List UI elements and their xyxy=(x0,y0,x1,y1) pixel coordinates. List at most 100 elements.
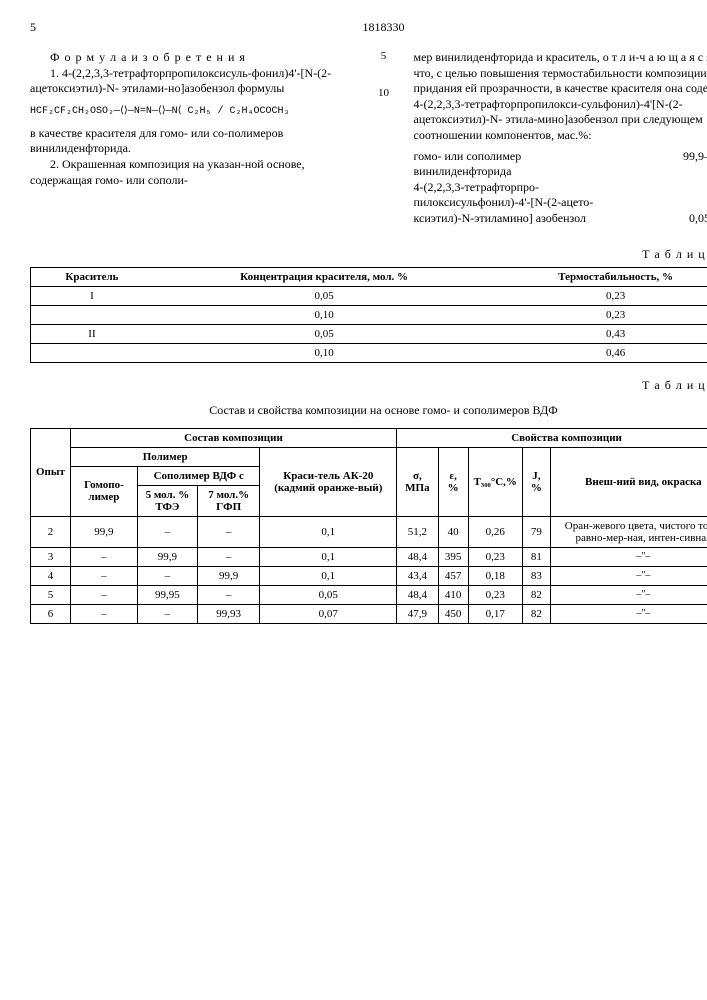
table-cell: 450 xyxy=(438,604,468,623)
claim-2-continued: мер винилиденфторида и краситель, о т л … xyxy=(414,50,707,144)
table-cell: – xyxy=(70,604,137,623)
line-num: 5 xyxy=(381,50,387,62)
table-cell: 0,1 xyxy=(260,566,397,585)
table-cell: 410 xyxy=(438,585,468,604)
page-num-left: 5 xyxy=(30,20,36,35)
th-sop-gfp: 7 мол.% ГФП xyxy=(197,485,260,516)
table-cell: 0,1 xyxy=(260,547,397,566)
table-row: 0,100,23 xyxy=(31,305,707,324)
table-cell: 82 xyxy=(522,585,550,604)
table-cell: 0,1 xyxy=(260,516,397,547)
th-appearance: Внеш-ний вид, окраска xyxy=(550,447,707,516)
table-1-label: Т а б л и ц а 1 xyxy=(30,247,707,262)
th-eps: ε, % xyxy=(438,447,468,516)
table-cell: –"– xyxy=(550,566,707,585)
table-cell: 0,23 xyxy=(495,305,707,324)
table-row: 4––99,90,143,44570,1883–"– xyxy=(31,566,707,585)
th-composition: Состав композиции xyxy=(70,428,396,447)
table-row: 0,100,46 xyxy=(31,343,707,362)
table-cell: 0,23 xyxy=(468,547,522,566)
table-cell: I xyxy=(31,286,153,305)
table-cell: 0,23 xyxy=(468,585,522,604)
patent-number: 1818330 xyxy=(363,20,405,35)
table-cell: 0,43 xyxy=(495,324,707,343)
table-cell: 99,9 xyxy=(197,566,260,585)
formula-heading: Ф о р м у л а и з о б р е т е н и я xyxy=(30,50,354,66)
table-row: 6––99,930,0747,94500,1782–"– xyxy=(31,604,707,623)
table-2: Опыт Состав композиции Свойства композиц… xyxy=(30,428,707,624)
th-sopolymer: Сополимер ВДФ с xyxy=(137,466,260,485)
table-row: 3–99,9–0,148,43950,2381–"– xyxy=(31,547,707,566)
th-gomopolymer: Гомопо-лимер xyxy=(70,466,137,516)
table-cell: – xyxy=(197,547,260,566)
table-cell: 0,17 xyxy=(468,604,522,623)
table-cell: 48,4 xyxy=(397,547,439,566)
line-numbers: 5 10 xyxy=(374,50,394,227)
table-cell: 81 xyxy=(522,547,550,566)
claim-2: 2. Окрашенная композиция на указан-ной о… xyxy=(30,157,354,188)
table-row: 5–99,95–0,0548,44100,2382–"– xyxy=(31,585,707,604)
component-2-value: 0,05–0,10 xyxy=(689,211,707,227)
table-cell xyxy=(31,305,153,324)
table-cell: 99,9 xyxy=(137,547,197,566)
th-t300: T₃₀₀°C,% xyxy=(468,447,522,516)
table-cell: 51,2 xyxy=(397,516,439,547)
table-cell: 40 xyxy=(438,516,468,547)
table-cell: – xyxy=(197,585,260,604)
th-thermo: Термостабильность, % xyxy=(495,267,707,286)
table-cell: 0,05 xyxy=(153,286,495,305)
table-cell: 99,93 xyxy=(197,604,260,623)
th-polymer: Полимер xyxy=(70,447,260,466)
table-cell: 0,10 xyxy=(153,343,495,362)
table-2-label: Т а б л и ц а 2 xyxy=(30,378,707,393)
table-cell: 0,26 xyxy=(468,516,522,547)
th-sop-tfe: 5 мол. % ТФЭ xyxy=(137,485,197,516)
column-left: Ф о р м у л а и з о б р е т е н и я 1. 4… xyxy=(30,50,354,227)
table-cell: –"– xyxy=(550,604,707,623)
table-cell: Оран-жевого цвета, чистого тона, равно-м… xyxy=(550,516,707,547)
table-cell: 3 xyxy=(31,547,71,566)
th-conc: Концентрация красителя, мол. % xyxy=(153,267,495,286)
table-row: II0,050,43 xyxy=(31,324,707,343)
component-1-value: 99,9–99,95 xyxy=(683,149,707,180)
table-cell: – xyxy=(137,566,197,585)
th-dye: Краситель xyxy=(31,267,153,286)
claim-1-continued: в качестве красителя для гомо- или со-по… xyxy=(30,126,354,157)
table-cell: 79 xyxy=(522,516,550,547)
chemical-structure: HCF₂CF₂CH₂OSO₂—⟨⟩—N=N—⟨⟩—N⟨ C₂H₅ / C₂H₄O… xyxy=(30,105,354,118)
column-right: мер винилиденфторида и краситель, о т л … xyxy=(414,50,707,227)
table-cell: – xyxy=(197,516,260,547)
line-num: 10 xyxy=(378,87,389,99)
table-cell xyxy=(31,343,153,362)
table-cell: 395 xyxy=(438,547,468,566)
th-properties: Свойства композиции xyxy=(397,428,707,447)
table-row: Краситель Концентрация красителя, мол. %… xyxy=(31,267,707,286)
table-cell: 48,4 xyxy=(397,585,439,604)
table-cell: 83 xyxy=(522,566,550,585)
table-cell: – xyxy=(137,604,197,623)
table-cell: 457 xyxy=(438,566,468,585)
table-cell: 0,07 xyxy=(260,604,397,623)
th-sigma: σ, МПа xyxy=(397,447,439,516)
table-cell: 6 xyxy=(31,604,71,623)
table-cell: 0,10 xyxy=(153,305,495,324)
table-cell: 5 xyxy=(31,585,71,604)
table-cell: – xyxy=(70,585,137,604)
table-cell: 4 xyxy=(31,566,71,585)
component-2-label: 4-(2,2,3,3-тетрафторпро-пилоксисульфонил… xyxy=(414,180,608,227)
table-cell: 82 xyxy=(522,604,550,623)
table-cell: II xyxy=(31,324,153,343)
table-cell: 2 xyxy=(31,516,71,547)
th-j: J, % xyxy=(522,447,550,516)
table-cell: 0,18 xyxy=(468,566,522,585)
table-cell: – xyxy=(137,516,197,547)
table-cell: 99,95 xyxy=(137,585,197,604)
text-columns: Ф о р м у л а и з о б р е т е н и я 1. 4… xyxy=(30,50,707,227)
table-row: I0,050,23 xyxy=(31,286,707,305)
claim-1: 1. 4-(2,2,3,3-тетрафторпропилоксисуль-фо… xyxy=(30,66,354,97)
table-1: Краситель Концентрация красителя, мол. %… xyxy=(30,267,707,363)
table-row: Полимер Краси-тель АК-20 (кадмий оранже-… xyxy=(31,447,707,466)
table-cell: 0,46 xyxy=(495,343,707,362)
table-cell: – xyxy=(70,547,137,566)
table-cell: –"– xyxy=(550,585,707,604)
